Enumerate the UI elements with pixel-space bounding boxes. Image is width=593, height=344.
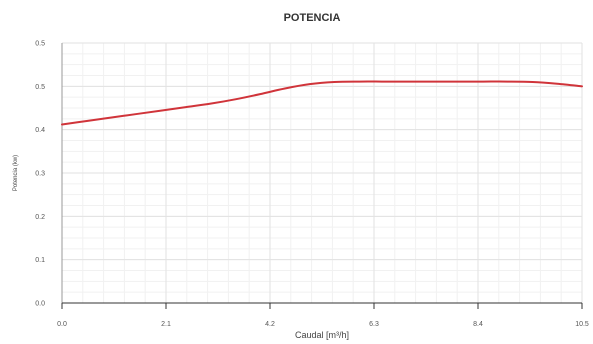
x-tick-label: 10.5 (575, 321, 589, 328)
x-tick-label: 6.3 (369, 321, 379, 328)
y-tick-label: 0.1 (35, 257, 45, 264)
x-axis-title: Caudal [m³/h] (295, 330, 349, 340)
y-axis-title: Potencia (kw) (13, 155, 19, 191)
x-tick-label: 4.2 (265, 321, 275, 328)
y-tick-label: 0.5 (35, 41, 45, 48)
y-tick-label: 0.3 (35, 171, 45, 178)
y-tick-label: 0.2 (35, 214, 45, 221)
y-tick-label: 0.4 (35, 127, 45, 134)
chart-title: POTENCIA (284, 12, 341, 24)
y-tick-label: 0.0 (35, 301, 45, 308)
x-tick-label: 8.4 (473, 321, 483, 328)
x-tick-label: 2.1 (161, 321, 171, 328)
x-tick-label: 0.0 (57, 321, 67, 328)
y-tick-label: 0.5 (35, 84, 45, 91)
